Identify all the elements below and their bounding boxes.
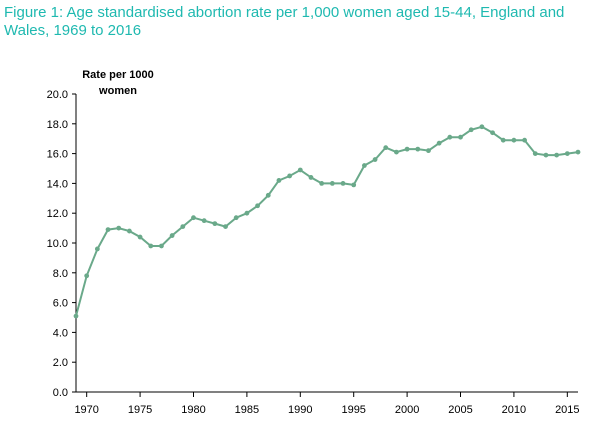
y-tick-label: 10.0 xyxy=(47,238,68,250)
data-point xyxy=(191,215,196,221)
data-point xyxy=(116,225,122,231)
data-point xyxy=(169,233,175,238)
data-point xyxy=(361,163,367,168)
data-point xyxy=(319,181,325,186)
x-tick-label: 1970 xyxy=(74,404,98,416)
y-tick-label: 4.0 xyxy=(53,327,68,339)
data-point xyxy=(564,151,570,157)
y-tick-label: 20.0 xyxy=(47,89,68,101)
series-line xyxy=(75,125,579,317)
data-point xyxy=(447,134,453,140)
data-point xyxy=(287,173,293,179)
data-point xyxy=(212,221,218,227)
data-point xyxy=(244,210,250,216)
data-point xyxy=(404,146,410,152)
data-point xyxy=(105,227,111,232)
x-tick-label: 2015 xyxy=(555,404,579,416)
y-tick-label: 12.0 xyxy=(47,208,68,220)
data-point xyxy=(329,181,335,186)
data-point xyxy=(223,224,228,230)
data-point xyxy=(84,273,90,279)
data-point xyxy=(543,152,549,158)
x-tick-label: 1995 xyxy=(341,404,365,416)
y-tick-label: 14.0 xyxy=(47,178,68,190)
x-tick-label: 2005 xyxy=(448,404,472,416)
y-axis-label-line-2: women xyxy=(98,85,137,97)
data-point xyxy=(137,234,143,240)
data-point xyxy=(383,145,389,151)
data-point xyxy=(180,224,186,230)
data-point xyxy=(265,192,271,198)
data-point xyxy=(148,243,154,249)
data-point xyxy=(340,181,346,186)
data-point xyxy=(297,167,303,173)
data-point xyxy=(394,149,399,155)
data-point xyxy=(308,175,314,180)
data-point xyxy=(201,218,207,224)
data-point xyxy=(575,149,581,155)
data-point xyxy=(415,146,421,152)
x-tick-label: 2000 xyxy=(395,404,419,416)
y-tick-label: 8.0 xyxy=(53,268,68,280)
y-tick-label: 6.0 xyxy=(53,298,68,310)
data-point xyxy=(436,140,442,146)
x-tick-label: 1985 xyxy=(235,404,259,416)
data-point xyxy=(351,182,357,188)
data-point xyxy=(490,130,495,136)
y-tick-label: 18.0 xyxy=(47,119,68,131)
y-tick-label: 0.0 xyxy=(53,387,68,399)
x-tick-label: 1980 xyxy=(181,404,205,416)
data-point xyxy=(426,148,431,154)
data-point xyxy=(479,124,485,130)
data-point xyxy=(255,203,260,209)
data-point xyxy=(468,127,474,133)
data-point xyxy=(372,157,378,162)
data-point xyxy=(532,151,538,157)
data-point xyxy=(511,137,517,143)
x-tick-label: 1975 xyxy=(128,404,152,416)
data-point xyxy=(127,228,132,234)
data-point xyxy=(458,134,463,140)
data-point xyxy=(276,178,282,183)
data-point xyxy=(522,137,527,143)
data-point xyxy=(554,152,560,158)
x-tick-label: 2010 xyxy=(502,404,526,416)
y-axis-label-line-1: Rate per 1000 xyxy=(82,69,154,81)
data-point xyxy=(500,137,506,143)
chart-title: Figure 1: Age standardised abortion rate… xyxy=(4,4,565,39)
y-tick-label: 16.0 xyxy=(47,149,68,161)
x-tick-label: 1990 xyxy=(288,404,312,416)
data-point xyxy=(159,243,164,249)
y-tick-label: 2.0 xyxy=(53,357,68,369)
data-point xyxy=(73,313,79,319)
data-point xyxy=(233,215,239,221)
data-point xyxy=(94,246,100,252)
